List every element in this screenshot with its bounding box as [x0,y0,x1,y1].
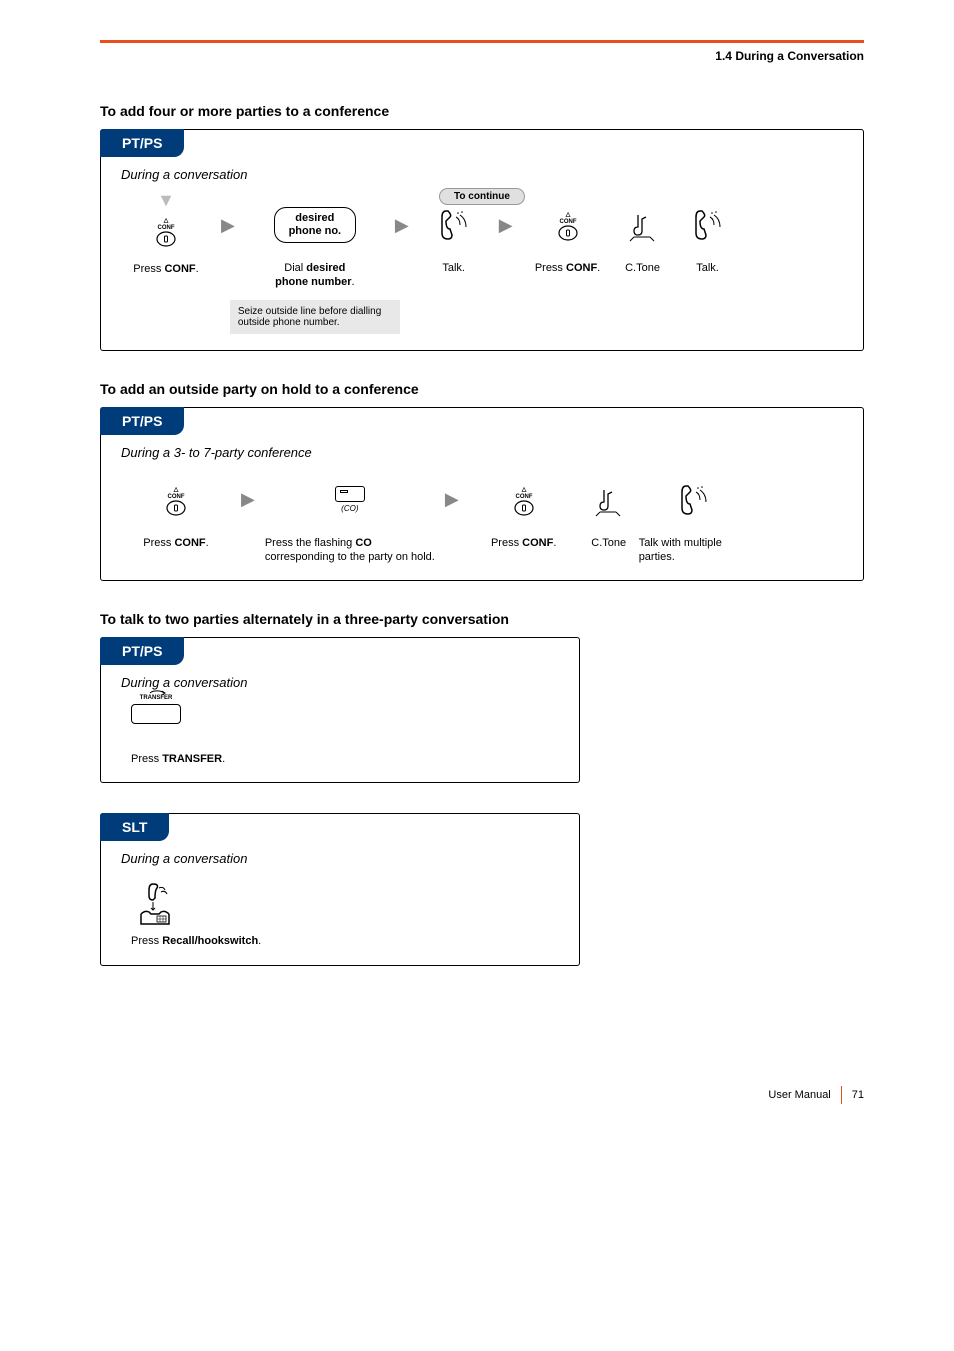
svg-text:△: △ [564,211,570,218]
arrow-icon: ▶ [231,470,265,530]
co-label: (CO) [341,504,358,513]
svg-text:CONF: CONF [559,219,576,225]
svg-text:△: △ [520,486,526,493]
conf-button-icon: △ CONF [510,483,538,517]
s2-conf2-caption: Press CONF. [491,536,556,550]
desired-phone-box: desired phone no. [274,207,357,243]
header-rule [100,40,864,43]
ctone-icon [594,482,624,518]
s2-co-caption: Press the flashing CO corresponding to t… [265,536,435,565]
section3-pill2: SLT [100,813,169,841]
dial-caption: Dial desired phone number. [275,261,354,290]
conf-button-icon: △ CONF [162,483,190,517]
s2-talk-caption: Talk with multiple parties. [639,536,749,565]
svg-text:CONF: CONF [168,494,185,500]
note-box: Seize outside line before dialling outsi… [230,300,400,334]
section2-pill: PT/PS [100,407,184,435]
section2-box: PT/PS During a 3- to 7-party conference … [100,407,864,582]
section1-pill: PT/PS [100,129,184,157]
conf-button-icon: △ CONF [152,214,180,248]
talk1-caption: Talk. [442,261,465,275]
svg-text:CONF: CONF [158,225,175,231]
ctone-icon [628,207,658,243]
footer-divider [841,1086,842,1104]
talk2-caption: Talk. [696,261,719,275]
arrow-icon: ▶ [211,195,245,255]
s2-ctone-caption: C.Tone [591,536,626,550]
s2-conf1-caption: Press CONF. [143,536,208,550]
handset-talk-icon [674,480,714,520]
conf-button-icon: △ CONF [554,208,582,242]
handset-talk-icon [434,205,474,245]
section2-subtitle: During a 3- to 7-party conference [121,445,863,460]
continue-pill: To continue [439,188,525,205]
s3-transfer-caption: Press TRANSFER. [131,752,559,766]
transfer-button-icon: TRANSFER [131,704,181,724]
footer: User Manual 71 [100,1086,864,1104]
footer-page: 71 [852,1089,864,1101]
footer-label: User Manual [768,1089,830,1101]
arrow-icon: ▶ [435,470,469,530]
svg-text:CONF: CONF [515,494,532,500]
section3-box1: PT/PS During a conversation TRANSFER Pre… [100,637,580,783]
handset-talk-icon [688,205,728,245]
co-button-icon [335,486,365,502]
section1-box: PT/PS During a conversation To continue … [100,129,864,351]
s3-hookswitch-caption: Press Recall/hookswitch. [131,934,559,948]
ctone-caption: C.Tone [625,261,660,275]
header-section: 1.4 During a Conversation [100,49,864,63]
section3-subtitle1: During a conversation [121,675,579,690]
section1-subtitle: During a conversation [121,167,863,182]
conf1-caption: Press CONF. [133,262,198,276]
section3-subtitle2: During a conversation [121,851,579,866]
down-arrow-icon: ▼ [157,195,175,206]
section3-title: To talk to two parties alternately in a … [100,611,864,627]
section1-title: To add four or more parties to a confere… [100,103,864,119]
section3-pill1: PT/PS [100,637,184,665]
svg-text:△: △ [173,486,179,493]
arrow-icon: ▶ [385,195,419,255]
svg-text:△: △ [163,217,169,224]
section2-title: To add an outside party on hold to a con… [100,381,864,397]
section3-box2: SLT During a conversation Press Recall/h… [100,813,580,965]
hookswitch-phone-icon [131,880,181,930]
conf2-caption: Press CONF. [535,261,600,275]
